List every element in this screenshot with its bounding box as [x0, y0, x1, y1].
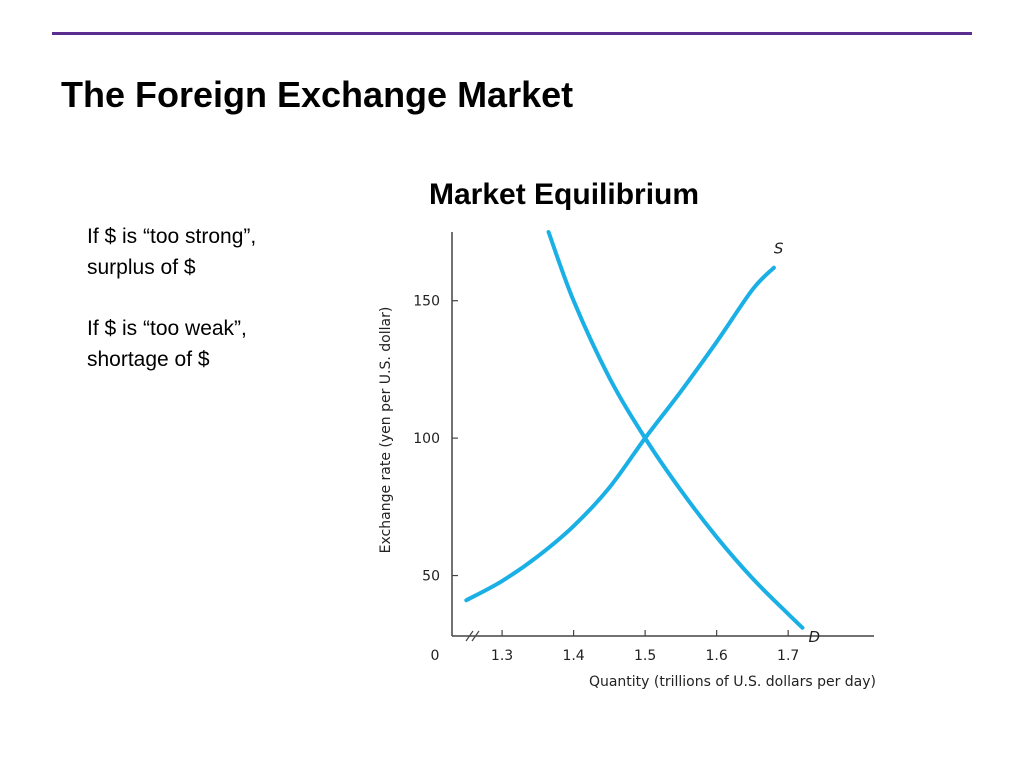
y-tick-label: 50 [422, 569, 440, 585]
x-axis-label: Quantity (trillions of U.S. dollars per … [589, 674, 876, 690]
x-tick-label: 1.4 [562, 648, 584, 664]
x-tick-label: 1.7 [777, 648, 799, 664]
x-tick-label: 1.5 [634, 648, 656, 664]
x-tick-label: 1.6 [706, 648, 728, 664]
bullet-too-strong-line-2: surplus of $ [87, 256, 196, 279]
x-origin-label: 0 [431, 648, 440, 664]
x-tick-label: 1.3 [491, 648, 513, 664]
y-tick-label: 100 [413, 431, 440, 447]
curve-s [464, 265, 776, 603]
market-equilibrium-chart: 0 1.3 1.4 1.5 1.6 1.7 50 100 150 Quantity (trilli… [378, 230, 876, 690]
curve-d [546, 230, 805, 630]
curve-s-label: S [774, 240, 784, 258]
bullet-too-weak-line-2: shortage of $ [87, 348, 210, 371]
bullet-too-weak: If $ is “too weak”, shortage of $ [87, 313, 247, 375]
x-axis-break-mark [465, 630, 474, 642]
slide-title: The Foreign Exchange Market [61, 74, 574, 115]
bullet-too-strong-line-1: If $ is “too strong”, [87, 225, 257, 248]
y-tick-label: 150 [413, 294, 440, 310]
top-accent-rule [52, 32, 972, 35]
chart-title: Market Equilibrium [429, 178, 700, 211]
curve-d-label: D [808, 628, 820, 646]
x-axis-break-mark [471, 630, 480, 642]
bullet-too-weak-line-1: If $ is “too weak”, [87, 317, 247, 340]
y-axis-label: Exchange rate (yen per U.S. dollar) [378, 307, 394, 554]
bullet-too-strong: If $ is “too strong”, surplus of $ [87, 221, 256, 283]
